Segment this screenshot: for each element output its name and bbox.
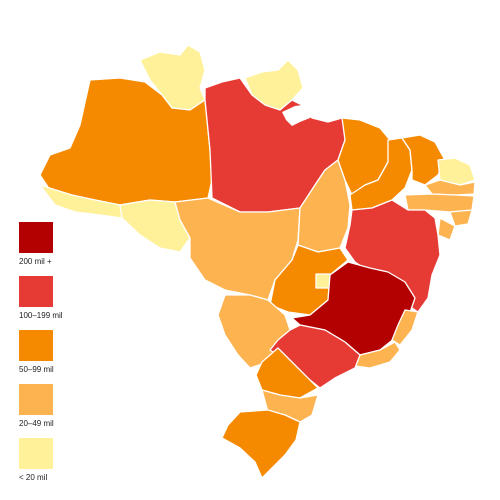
legend-item: 50–99 mil <box>19 330 109 384</box>
legend-item: < 20 mil <box>19 438 109 492</box>
region-sao-paulo <box>269 324 361 389</box>
legend-swatch <box>19 222 53 253</box>
region-rio-grande-do-sul <box>221 409 301 479</box>
legend-swatch <box>19 438 53 469</box>
legend-label: 50–99 mil <box>19 365 54 374</box>
region-ceara <box>401 134 446 186</box>
river-mouth <box>282 104 322 126</box>
legend-label: < 20 mil <box>19 473 48 482</box>
legend-label: 20–49 mil <box>19 419 54 428</box>
legend-swatch <box>19 384 53 415</box>
legend-item: 200 mil + <box>19 222 109 276</box>
legend-item: 100–199 mil <box>19 276 109 330</box>
region-mato-grosso <box>174 197 301 301</box>
legend-swatch <box>19 276 53 307</box>
region-pernambuco <box>404 193 475 213</box>
region-alagoas <box>449 209 473 227</box>
legend-label: 100–199 mil <box>19 311 63 320</box>
legend-swatch <box>19 330 53 361</box>
region-rondonia <box>119 199 191 253</box>
region-sergipe <box>437 217 456 241</box>
legend: 200 mil + 100–199 mil 50–99 mil 20–49 mi… <box>19 222 109 492</box>
region-rio-de-janeiro <box>354 341 401 369</box>
legend-label: 200 mil + <box>19 257 52 266</box>
legend-item: 20–49 mil <box>19 384 109 438</box>
region-espirito-santo <box>391 309 419 346</box>
region-distrito-federal <box>315 273 331 289</box>
